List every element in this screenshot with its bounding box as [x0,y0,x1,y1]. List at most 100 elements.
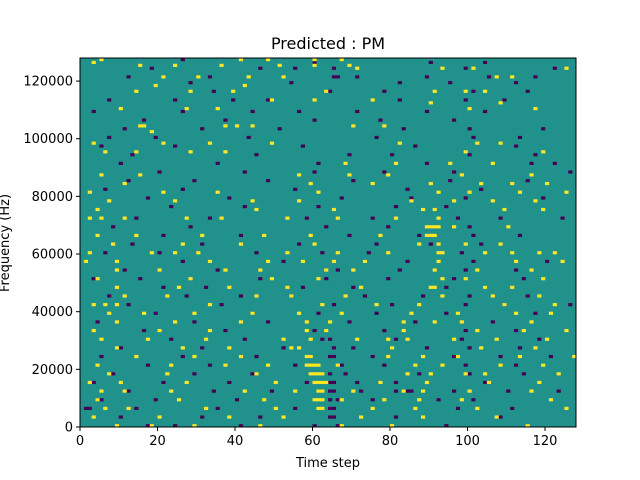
heatmap-cell-high [87,251,92,255]
heatmap-cell-low [293,66,298,70]
heatmap-cell-high [254,207,259,212]
heatmap-cell-high [149,251,154,255]
heatmap-cell-low [99,398,104,402]
heatmap-cell-low [347,233,352,238]
heatmap-cell-high [250,199,255,203]
heatmap-cell-high [91,141,96,145]
heatmap-cell-low [180,259,185,263]
heatmap-cell-low [312,118,317,122]
heatmap-cell-low [142,328,147,333]
heatmap-cell-high [432,225,437,229]
heatmap-cell-low [498,415,503,419]
heatmap-cell-high [188,89,193,93]
heatmap-cell-high [173,320,178,324]
heatmap-cell-high [335,363,340,367]
heatmap-cell-high [455,311,461,315]
heatmap-cell-high [564,190,569,194]
heatmap-cell-low [463,363,468,367]
heatmap-cell-low [459,337,464,341]
heatmap-cell-high [320,406,325,410]
heatmap-cell-low [293,406,298,410]
heatmap-cell-high [428,233,433,238]
heatmap-cell-high [99,173,104,177]
heatmap-cell-low [184,294,189,298]
heatmap-cell-high [114,303,120,307]
heatmap-cell-high [529,268,534,272]
heatmap-cell-low [455,216,461,220]
heatmap-cell-high [331,259,337,263]
heatmap-cell-high [529,389,534,393]
heatmap-cell-high [459,173,464,177]
heatmap-cell-low [517,346,523,350]
heatmap-cell-low [145,363,151,367]
heatmap-cell-high [401,389,406,393]
heatmap-cell-low [111,225,116,229]
heatmap-cell-high [126,406,131,410]
heatmap-cell-low [529,161,534,165]
heatmap-cell-high [537,251,542,255]
heatmap-cell-low [517,135,523,140]
heatmap-cell-high [564,328,569,333]
heatmap-cell-high [192,311,197,315]
heatmap-cell-high [347,63,352,67]
heatmap-cell-high [432,89,437,93]
y-tick-label: 80000 [32,190,73,205]
heatmap-cell-high [359,415,364,419]
heatmap-cell-high [471,66,476,70]
heatmap-cell-high [297,311,302,315]
heatmap-cell-low [498,354,503,359]
heatmap-cell-high [242,83,247,88]
heatmap-cell-low [417,372,422,376]
x-tick-label: 20 [149,434,166,449]
heatmap-cell-low [467,372,472,376]
heatmap-cell-low [452,389,457,393]
y-tick-label: 120000 [23,75,73,90]
heatmap-cell-low [502,98,507,102]
heatmap-cell-low [390,303,395,307]
heatmap-cell-low [258,66,263,70]
heatmap-cell-high [351,124,356,128]
heatmap-cell-high [227,415,232,419]
heatmap-cell-high [514,259,519,263]
heatmap-cell-low [506,389,511,393]
heatmap-cell-high [285,216,290,220]
heatmap-cell-low [328,354,333,359]
heatmap-cell-low [521,277,526,281]
heatmap-cell-high [114,268,120,272]
heatmap-cell-high [335,251,340,255]
heatmap-cell-low [471,89,476,93]
heatmap-cell-low [498,216,503,220]
plot-area [80,58,577,428]
heatmap-cell-high [436,251,441,255]
heatmap-cell-high [207,259,213,263]
heatmap-cell-low [161,285,166,289]
heatmap-cell-high [421,354,426,359]
heatmap-cell-low [556,389,561,393]
heatmap-cell-low [238,424,244,428]
heatmap-cell-high [409,199,414,203]
heatmap-cell-high [541,277,546,281]
heatmap-cell-low [200,346,205,350]
heatmap-cell-high [537,294,542,298]
heatmap-cell-high [142,311,147,315]
heatmap-cell-low [483,60,488,65]
heatmap-cell-low [382,89,387,93]
heatmap-cell-high [548,398,554,402]
heatmap-cell-high [339,398,344,402]
heatmap-cell-high [498,363,503,367]
heatmap-cell-low [428,242,433,246]
heatmap-cell-high [440,294,445,298]
heatmap-cell-low [521,372,526,376]
y-tick-label: 20000 [32,363,73,378]
heatmap-cell-low [467,225,472,229]
heatmap-cell-low [328,398,333,402]
heatmap-cell-low [169,337,174,341]
heatmap-cell-high [421,207,426,212]
heatmap-cell-low [393,337,399,341]
heatmap-cell-high [552,251,557,255]
heatmap-cell-low [331,389,337,393]
heatmap-cell-low [153,398,158,402]
heatmap-cell-low [134,216,139,220]
heatmap-cell-low [126,303,131,307]
heatmap-cell-high [297,346,302,350]
